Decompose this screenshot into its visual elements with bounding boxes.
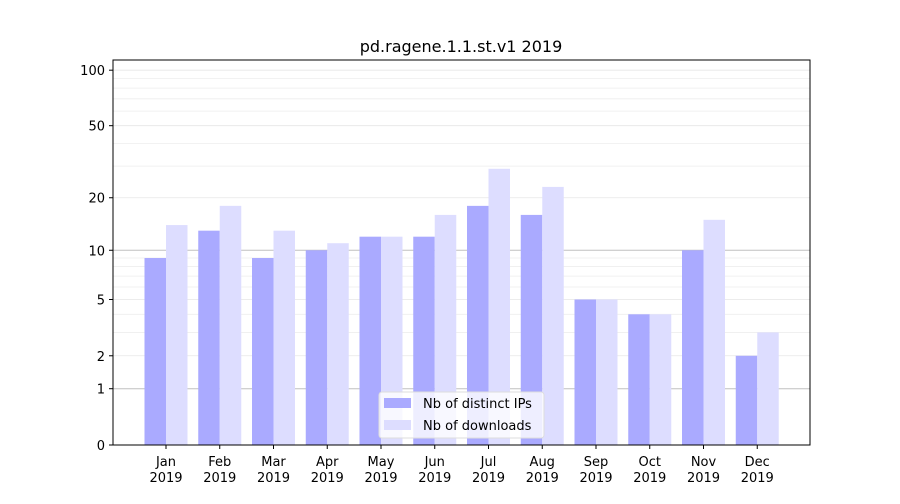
bar-downloads [273,230,295,445]
legend: Nb of distinct IPs Nb of downloads [378,391,545,439]
bar-distinct-ips [682,250,704,445]
bar-distinct-ips [628,314,650,445]
y-tick-label: 1 [97,383,105,398]
bar-downloads [219,205,242,445]
bar-distinct-ips [735,355,758,445]
x-tick-label: Mar 2019 [257,455,290,486]
y-tick-label: 0 [97,439,105,454]
y-tick-label: 10 [88,244,105,259]
y-tick-label: 50 [88,120,105,135]
bar-distinct-ips [198,230,220,445]
x-tick-label: Nov 2019 [687,455,720,486]
legend-swatch-ips [384,398,411,408]
bar-downloads [649,314,672,445]
bar-distinct-ips [144,258,166,445]
legend-box [378,391,545,439]
x-tick-label: Jun 2019 [418,455,451,486]
bar-downloads [166,225,188,445]
legend-swatch-downloads [384,420,411,430]
y-tick-label: 100 [80,64,105,79]
x-tick-label: Jul 2019 [472,455,505,486]
bar-distinct-ips [520,214,543,445]
x-tick-label: May 2019 [364,455,397,486]
bar-distinct-ips [574,299,596,445]
bar-downloads [488,168,510,445]
x-tick-label: Jan 2019 [149,455,182,486]
bar-downloads [327,243,349,445]
bar-distinct-ips [467,205,489,445]
legend-label-ips: Nb of distinct IPs [423,397,532,412]
plot-frame [112,59,811,446]
x-tick-label: Apr 2019 [311,455,344,486]
bar-downloads [757,332,779,445]
x-tick-label: Aug 2019 [526,455,559,486]
bar-downloads [596,299,618,445]
x-tick-label: Feb 2019 [203,455,236,486]
bar-distinct-ips [359,236,381,445]
bar-downloads [542,186,564,445]
y-tick-label: 2 [97,350,105,365]
x-tick-label: Sep 2019 [579,455,612,486]
x-tick-label: Oct 2019 [633,455,666,486]
bar-distinct-ips [252,258,274,445]
bar-downloads [434,214,457,445]
y-tick-label: 5 [97,293,105,308]
y-tick-label: 20 [88,192,105,207]
bar-distinct-ips [305,250,328,445]
bar-downloads [703,219,725,445]
legend-label-downloads: Nb of downloads [423,419,532,434]
chart-title: pd.ragene.1.1.st.v1 2019 [360,37,563,56]
x-tick-label: Dec 2019 [741,455,774,486]
